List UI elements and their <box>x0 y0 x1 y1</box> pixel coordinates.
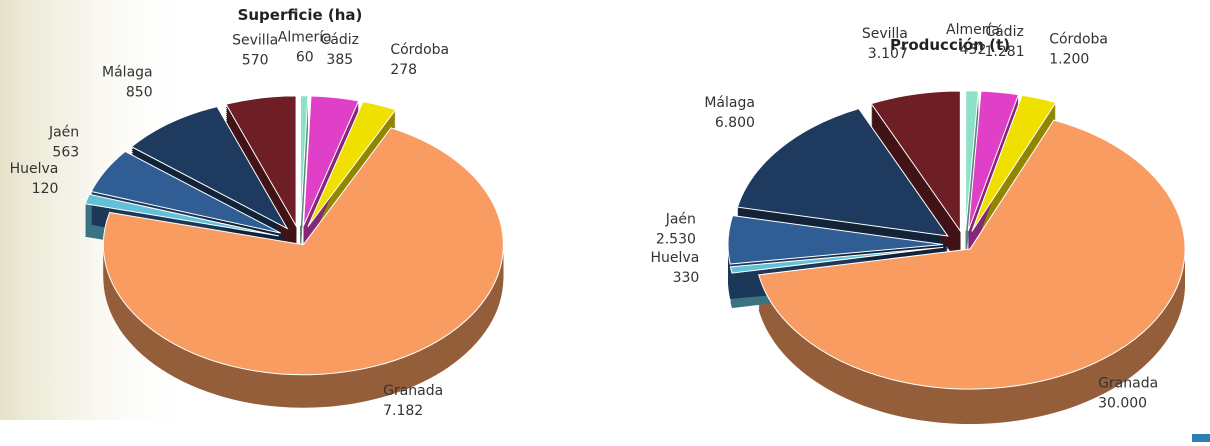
slice-value-label: 1.281 <box>985 44 1025 60</box>
slice-value-label: 385 <box>326 52 353 68</box>
slice <box>84 193 280 237</box>
corner-badge <box>1192 434 1210 442</box>
slice-value-label: 120 <box>32 181 59 197</box>
slice <box>971 94 1057 232</box>
slice-label: Cádiz <box>321 32 359 48</box>
slice <box>758 119 1186 390</box>
chart-title: Producción (t) <box>890 36 1010 54</box>
slice-label: Huelva <box>10 161 59 177</box>
slice <box>307 101 397 227</box>
slice-label: Almería <box>946 22 1000 38</box>
slice-value-label: 30.000 <box>1098 395 1147 411</box>
slice-label: Almería <box>278 30 332 46</box>
slice-value-label: 563 <box>52 145 79 161</box>
slice-value-label: 3.107 <box>868 46 908 62</box>
slice <box>130 106 289 230</box>
slice-value-label: 570 <box>242 53 269 69</box>
slice <box>967 90 1020 232</box>
slice <box>225 95 297 228</box>
chart-title: Superficie (ha) <box>238 6 363 24</box>
slice <box>729 246 944 274</box>
slice-label: Córdoba <box>1049 32 1108 48</box>
slice-value-label: 278 <box>390 62 417 78</box>
slice-value-label: 60 <box>296 50 314 66</box>
slice <box>727 215 944 265</box>
slice-value-label: 7.182 <box>383 403 423 419</box>
slice-label: Cádiz <box>985 24 1023 40</box>
slice-label: Jaén <box>665 211 696 227</box>
slice-value-label: 432 <box>960 42 987 58</box>
slice-value-label: 1.200 <box>1049 52 1089 68</box>
slice-value-label: 6.800 <box>715 115 755 131</box>
slice <box>736 108 949 237</box>
slice <box>302 95 360 227</box>
slice <box>299 95 309 226</box>
slice-value-label: 330 <box>673 270 700 286</box>
slice-label: Sevilla <box>232 33 278 49</box>
slice-label: Málaga <box>102 64 153 80</box>
slice <box>965 90 979 231</box>
slice <box>870 90 961 233</box>
slice-label: Córdoba <box>390 42 449 58</box>
slice <box>90 150 281 234</box>
slice-label: Sevilla <box>862 26 908 42</box>
slice-label: Jaén <box>48 125 79 141</box>
slice <box>102 127 504 376</box>
slice-value-label: 2.530 <box>656 231 696 247</box>
slice-label: Huelva <box>651 250 700 266</box>
slice-label: Málaga <box>704 95 755 111</box>
slice-label: Granada <box>383 383 443 399</box>
slice-label: Granada <box>1098 375 1158 391</box>
slice-value-label: 850 <box>126 84 153 100</box>
